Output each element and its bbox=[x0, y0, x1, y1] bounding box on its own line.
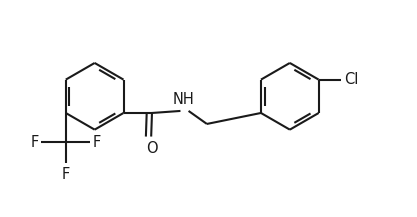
Text: NH: NH bbox=[173, 92, 195, 107]
Text: F: F bbox=[62, 167, 70, 182]
Text: Cl: Cl bbox=[344, 72, 359, 87]
Text: O: O bbox=[146, 141, 158, 156]
Text: F: F bbox=[30, 135, 38, 150]
Text: F: F bbox=[93, 135, 101, 150]
